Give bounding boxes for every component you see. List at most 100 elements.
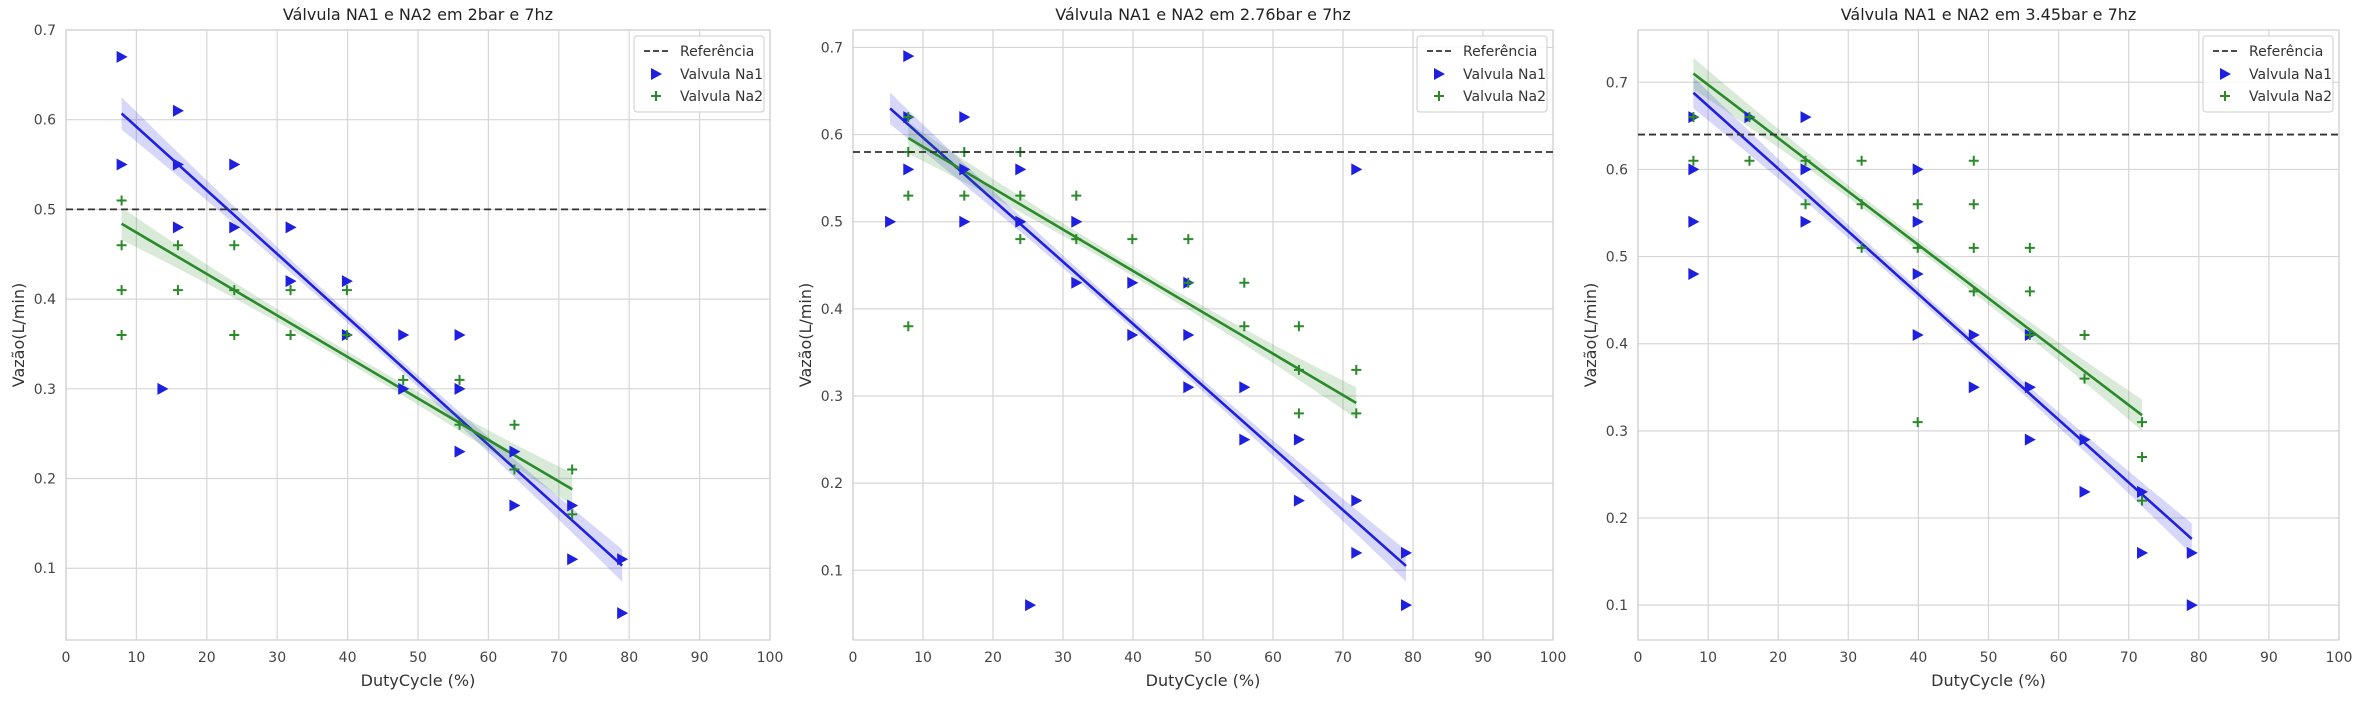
- data-point-na2: [341, 330, 352, 340]
- data-point-na1: [2186, 599, 2198, 612]
- data-point-na1: [1912, 163, 1924, 176]
- data-point-na1: [398, 382, 410, 395]
- data-point-na1: [2186, 546, 2198, 559]
- regression-line: [889, 107, 1407, 567]
- y-axis-label: Vazão(L/min): [796, 283, 815, 387]
- x-tick-label: 70: [2120, 650, 2138, 666]
- data-point-na1: [454, 329, 466, 341]
- x-tick-label: 60: [479, 650, 497, 666]
- y-tick-label: 0.4: [1606, 337, 1628, 353]
- data-point-na1: [285, 221, 297, 234]
- plot-frame: [1637, 29, 2340, 641]
- x-tick-label: 10: [1699, 650, 1717, 666]
- data-point-na2: [2024, 286, 2035, 297]
- x-tick-label: 20: [1769, 650, 1787, 666]
- data-point-na2: [1968, 155, 1979, 166]
- x-tick-label: 30: [1839, 650, 1857, 666]
- chart-title: Válvula NA1 e NA2 em 2bar e 7hz: [283, 5, 553, 24]
- regression-line: [1692, 91, 2193, 540]
- legend: Referência Valvula Na1 Valvula Na2: [1416, 35, 1548, 113]
- data-point-na1: [509, 445, 521, 458]
- data-point-na1: [1351, 546, 1363, 559]
- data-point-na1: [1968, 329, 1980, 341]
- data-point-na1: [1239, 381, 1251, 394]
- y-tick-label: 0.1: [1606, 598, 1628, 614]
- data-point-na2: [1293, 408, 1304, 419]
- data-point-na1: [1071, 215, 1083, 228]
- x-tick-label: 100: [757, 650, 784, 666]
- data-point-na2: [285, 330, 296, 340]
- chart-title: Válvula NA1 e NA2 em 2.76bar e 7hz: [1055, 5, 1351, 24]
- data-point-na1: [885, 215, 897, 228]
- data-point-na2: [1015, 190, 1026, 201]
- y-tick-label: 0.4: [34, 292, 56, 308]
- data-point-na2: [285, 285, 296, 296]
- x-tick-label: 70: [1334, 650, 1352, 666]
- data-point-na2: [959, 190, 970, 201]
- y-tick-label: 0.7: [1606, 75, 1628, 91]
- data-point-na2: [1856, 242, 1867, 253]
- data-point-na1: [1912, 268, 1924, 280]
- data-point-na1: [567, 499, 579, 512]
- data-point-na1: [1293, 433, 1305, 446]
- data-point-na1: [1800, 215, 1812, 228]
- data-point-na2: [398, 374, 409, 385]
- x-tick-label: 100: [1540, 650, 1567, 666]
- data-point-na1: [1293, 494, 1305, 507]
- x-tick-label: 40: [1909, 650, 1927, 666]
- data-point-na2: [172, 240, 183, 251]
- data-point-na1: [959, 215, 971, 228]
- data-point-na1: [454, 382, 466, 395]
- data-point-na2: [116, 240, 127, 251]
- data-point-na2: [1183, 277, 1194, 288]
- chart-title: Válvula NA1 e NA2 em 3.45bar e 7hz: [1841, 5, 2137, 24]
- data-point-na2: [1856, 199, 1867, 210]
- y-axis-label: Vazão(L/min): [1581, 283, 1600, 387]
- regression-line: [120, 112, 624, 567]
- data-point-na1: [1688, 215, 1700, 228]
- data-point-na1: [1401, 546, 1412, 559]
- data-point-na1: [509, 499, 521, 512]
- data-point-na1: [1688, 268, 1700, 280]
- x-tick-label: 10: [914, 650, 932, 666]
- data-point-na1: [1071, 276, 1083, 289]
- data-point-na1: [157, 382, 169, 395]
- data-point-na2: [1800, 199, 1811, 210]
- chart-panel-3: 0 10 20 30 40 50 60 70 80 90 100 0.1 0.2 0.3 0.4 0.5 0.6…: [1581, 5, 2352, 690]
- data-point-na1: [567, 553, 579, 566]
- y-tick-label: 0.1: [821, 563, 843, 579]
- y-tick-label: 0.5: [821, 215, 843, 231]
- data-point-na2: [1239, 321, 1250, 332]
- data-point-na2: [903, 321, 914, 332]
- data-point-na1: [1015, 215, 1027, 228]
- x-tick-label: 40: [339, 650, 357, 666]
- data-point-na1: [1800, 163, 1812, 176]
- data-point-na2: [2137, 417, 2148, 428]
- chart-panel-2: 0 10 20 30 40 50 60 70 80 90 100 0.1 0.2 0.3 0.4 0.5 0.6…: [796, 5, 1566, 690]
- data-point-na2: [2079, 330, 2090, 340]
- data-point-na1: [398, 329, 410, 341]
- x-tick-label: 80: [1404, 650, 1422, 666]
- y-tick-label: 0.3: [821, 389, 843, 405]
- data-point-na2: [903, 190, 914, 201]
- data-point-na2: [1912, 199, 1923, 210]
- y-tick-label: 0.2: [1606, 511, 1628, 527]
- regression-line: [907, 136, 1357, 405]
- data-point-na2: [567, 464, 578, 475]
- y-tick-label: 0.6: [34, 113, 56, 129]
- data-point-na2: [1351, 364, 1362, 375]
- data-point-na1: [1183, 381, 1195, 394]
- data-point-na2: [1015, 234, 1026, 245]
- data-point-na1: [959, 163, 971, 176]
- x-tick-label: 50: [409, 650, 427, 666]
- x-tick-label: 90: [1474, 650, 1492, 666]
- x-tick-label: 20: [198, 650, 216, 666]
- y-tick-label: 0.4: [821, 302, 843, 318]
- data-point-na2: [567, 509, 578, 520]
- data-point-na2: [2137, 452, 2148, 462]
- data-point-na1: [1401, 599, 1412, 612]
- x-tick-label: 30: [268, 650, 286, 666]
- x-tick-label: 90: [691, 650, 709, 666]
- data-point-na1: [341, 275, 353, 288]
- data-point-na2: [229, 240, 240, 251]
